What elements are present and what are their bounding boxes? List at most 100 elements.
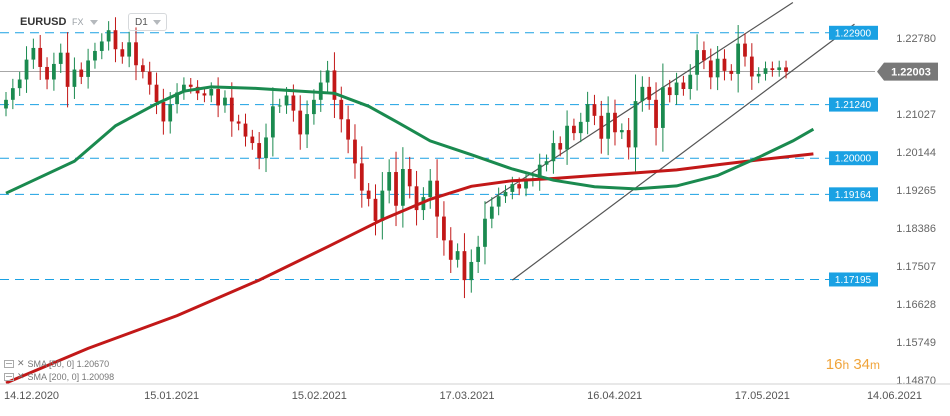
sma-200-layer [5, 152, 814, 385]
candle-body [332, 70, 337, 100]
candle-body [305, 114, 309, 135]
candle-body [58, 52, 63, 64]
candle-body [489, 206, 494, 219]
symbol-label[interactable]: EURUSD [20, 16, 67, 28]
candle-body [633, 101, 638, 148]
candle-body [277, 105, 282, 107]
candle-body [448, 240, 453, 260]
close-icon[interactable]: ✕ [17, 358, 25, 368]
level-label-box [829, 25, 878, 40]
x-tick-label: 17.05.2021 [735, 390, 790, 402]
channel-upper-line [484, 2, 794, 205]
candle-body [681, 82, 686, 90]
candle-body [524, 179, 528, 189]
candle-body [236, 121, 241, 124]
candle-body [79, 69, 84, 77]
candle-body [243, 123, 248, 137]
timer-hours: 16 [825, 356, 843, 373]
candle-body [127, 42, 132, 57]
x-tick-label: 17.03.2021 [439, 390, 494, 402]
candle-body [72, 69, 77, 87]
y-tick-label: 1.16628 [896, 299, 936, 311]
candle-body [606, 112, 611, 139]
y-tick-label: 1.19265 [896, 185, 936, 197]
candle-body [366, 190, 371, 199]
candle-body [359, 163, 364, 191]
candle-body [250, 136, 255, 144]
candle-body [537, 164, 542, 180]
indicator-icon [4, 359, 14, 368]
x-tick-label: 15.02.2021 [292, 390, 347, 402]
candle-body [702, 50, 706, 61]
y-tick-label: 1.14870 [896, 375, 936, 387]
candle-body [661, 87, 665, 128]
candle-body [134, 42, 138, 66]
candle-body [729, 70, 734, 74]
candle-body [113, 30, 118, 50]
candle-body [188, 84, 193, 87]
market-label: FX [72, 13, 98, 31]
candle-body [216, 89, 220, 106]
candle-body [688, 74, 693, 90]
price-channel [484, 2, 855, 281]
candle-body [585, 104, 590, 122]
y-axis: 1.22780 1.21027 1.20144 1.19265 1.18386 1.175… [877, 33, 938, 387]
candle-body [291, 95, 296, 111]
candle-body [154, 84, 159, 102]
candle-body [120, 49, 125, 57]
candle-body [86, 60, 90, 77]
candle-body [442, 216, 446, 241]
candle-body [24, 59, 29, 80]
level-label: 1.17195 [835, 275, 872, 286]
candle-body [544, 161, 549, 165]
timeframe-dropdown[interactable]: D1 [128, 13, 167, 31]
candle-body [380, 190, 385, 221]
y-tick-label: 1.15749 [896, 337, 936, 349]
candle-body [407, 169, 412, 187]
candle-body [510, 184, 515, 192]
candle-body [743, 43, 747, 57]
candle-body [428, 180, 433, 198]
candle-body [578, 121, 583, 134]
market-text: FX [72, 17, 84, 27]
y-tick-label: 1.18386 [896, 223, 936, 235]
candle-body [476, 246, 481, 262]
candle-body [784, 67, 788, 72]
y-tick-label: 1.17507 [896, 261, 936, 273]
candle-body [736, 43, 741, 74]
candle-body [654, 99, 658, 128]
candles [4, 17, 788, 299]
candle-body [45, 66, 49, 80]
level-label: 1.19164 [835, 190, 872, 201]
candle-body [270, 106, 275, 138]
candle-body [202, 93, 207, 96]
level-label-box [829, 97, 878, 112]
candle-body [749, 56, 754, 77]
current-price-box [877, 62, 938, 81]
candle-body [298, 110, 303, 135]
candle-body [31, 47, 36, 60]
candle-body [65, 52, 70, 87]
y-tick-label: 1.22780 [896, 33, 936, 45]
legend-sma50[interactable]: ✕ SMA [50, 0] 1.20670 [4, 358, 109, 369]
candle-body [770, 68, 775, 70]
legend-sma200[interactable]: ✕ SMA [200, 0] 1.20098 [4, 371, 114, 382]
chevron-down-icon[interactable] [89, 19, 98, 25]
timer-hours-unit: h [842, 358, 850, 372]
candle-body [147, 71, 152, 85]
candle-body [763, 68, 768, 74]
candle-timer: 16h 34m [826, 356, 880, 373]
candle-body [558, 143, 563, 150]
candle-body [496, 196, 501, 207]
close-icon[interactable]: ✕ [17, 371, 25, 381]
sma-200-line [5, 152, 814, 385]
candle-body [599, 115, 604, 139]
x-axis: 14.12.2020 15.01.2021 15.02.2021 17.03.2021… [0, 383, 950, 402]
candle-body [10, 88, 15, 100]
x-tick-label: 16.04.2021 [587, 390, 642, 402]
y-tick-label: 1.20144 [896, 147, 936, 159]
candle-body [674, 82, 679, 96]
level-label-box [829, 187, 878, 202]
